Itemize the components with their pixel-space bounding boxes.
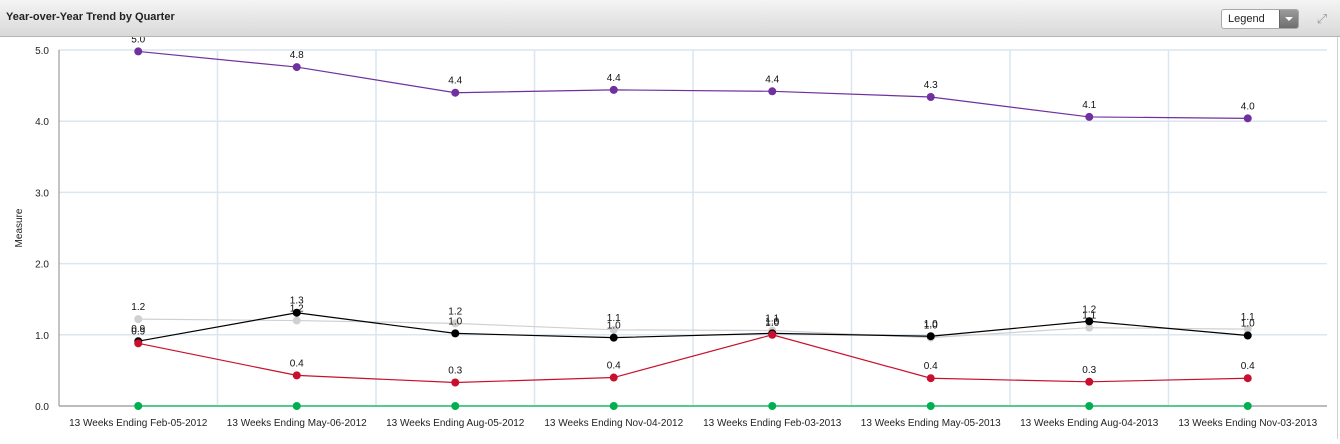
data-label: 1.0: [765, 316, 779, 327]
data-label: 1.1: [1241, 312, 1255, 323]
chart-area: 0.0 1.0 2.0 3.0 4.0 5.0 Measure 13 Weeks Ending…: [0, 34, 1338, 439]
legend-dropdown-label: Legend: [1228, 13, 1265, 25]
line-chart: 0.0 1.0 2.0 3.0 4.0 5.0 Measure 13 Weeks Ending…: [14, 34, 1327, 429]
data-label: 0.4: [607, 361, 621, 372]
data-point: [451, 378, 460, 387]
data-label: 0.3: [448, 366, 462, 377]
data-label: 0.9: [131, 324, 145, 335]
x-tick-label: 13 Weeks Ending Feb-03-2013: [703, 418, 842, 429]
chevron-down-icon[interactable]: [1279, 10, 1298, 28]
y-tick-label: 0.0: [35, 402, 49, 413]
data-label: 1.3: [290, 296, 304, 307]
data-point: [451, 319, 460, 328]
data-point: [1085, 317, 1094, 326]
series-line: [138, 334, 1248, 384]
data-point: [451, 88, 460, 97]
data-point: [768, 330, 777, 339]
data-point: [1085, 402, 1094, 410]
data-label: 1.2: [448, 306, 462, 317]
data-point: [609, 325, 618, 334]
data-point: [292, 371, 301, 380]
data-label: 0.4: [1241, 361, 1255, 372]
x-tick-label: 13 Weeks Ending Feb-05-2012: [69, 418, 208, 429]
data-label: 4.4: [765, 74, 779, 85]
legend-dropdown[interactable]: Legend: [1221, 9, 1299, 29]
data-point: [1085, 323, 1094, 332]
data-label: 4.4: [448, 76, 462, 87]
data-point: [1243, 114, 1252, 123]
data-label: 4.0: [1241, 101, 1255, 112]
data-point: [134, 402, 143, 410]
data-label: 1.2: [1082, 304, 1096, 315]
data-point: [134, 339, 143, 348]
y-tick-label: 2.0: [35, 260, 49, 271]
data-label: 0.4: [290, 358, 304, 369]
data-point: [1085, 377, 1094, 386]
data-label: 4.1: [1082, 100, 1096, 111]
data-point: [292, 316, 301, 325]
data-point: [926, 92, 935, 101]
data-point: [1243, 374, 1252, 383]
data-point: [134, 47, 143, 56]
series-line: [138, 50, 1248, 119]
data-point: [134, 315, 143, 324]
data-label: 0.4: [924, 361, 938, 372]
data-point: [1243, 325, 1252, 334]
data-label: 0.3: [1082, 365, 1096, 376]
data-point: [451, 402, 460, 410]
data-point: [292, 308, 301, 317]
x-tick-label: 13 Weeks Ending May-06-2012: [227, 418, 367, 429]
data-point: [1243, 402, 1252, 410]
y-tick-label: 3.0: [35, 188, 49, 199]
data-point: [292, 402, 301, 410]
data-label: 0.9: [131, 326, 145, 337]
data-point: [292, 63, 301, 72]
x-tick-label: 13 Weeks Ending Nov-03-2013: [1178, 418, 1317, 429]
y-tick-label: 1.0: [35, 331, 49, 342]
data-point: [768, 87, 777, 96]
data-point: [451, 329, 460, 338]
data-point: [926, 332, 935, 341]
data-label: 1.1: [765, 314, 779, 325]
data-point: [926, 402, 935, 410]
data-label: 1.0: [924, 319, 938, 330]
x-tick-label: 13 Weeks Ending Aug-05-2012: [386, 418, 525, 429]
data-label: 4.3: [924, 80, 938, 91]
data-label: 1.1: [607, 313, 621, 324]
data-label: 4.8: [290, 50, 304, 61]
data-point: [1085, 112, 1094, 121]
x-tick-label: 13 Weeks Ending May-05-2013: [861, 418, 1001, 429]
data-label: 1.0: [607, 321, 621, 332]
data-point: [609, 402, 618, 410]
y-axis-title: Measure: [14, 208, 25, 247]
chart-title: Year-over-Year Trend by Quarter: [6, 11, 175, 23]
chart-header: Year-over-Year Trend by Quarter Legend ⤢: [0, 0, 1340, 37]
series-line: [138, 312, 1248, 342]
data-point: [609, 373, 618, 382]
data-label: 4.4: [607, 73, 621, 84]
data-point: [1243, 331, 1252, 340]
data-label: 1.0: [448, 316, 462, 327]
series-line: [138, 318, 1248, 339]
data-point: [926, 374, 935, 383]
data-label: 5.0: [131, 37, 145, 45]
y-tick-label: 5.0: [35, 46, 49, 57]
data-label: 1.2: [131, 302, 145, 313]
x-tick-label: 13 Weeks Ending Aug-04-2013: [1020, 418, 1159, 429]
data-label: 1.0: [924, 321, 938, 332]
data-label: 1.0: [765, 318, 779, 329]
data-point: [609, 333, 618, 342]
y-tick-label: 4.0: [35, 117, 49, 128]
x-tick-label: 13 Weeks Ending Nov-04-2012: [544, 418, 683, 429]
data-point: [768, 402, 777, 410]
data-point: [609, 85, 618, 94]
expand-icon[interactable]: ⤢: [1316, 11, 1328, 26]
data-label: 1.0: [1241, 319, 1255, 330]
data-label: 1.1: [1082, 311, 1096, 322]
